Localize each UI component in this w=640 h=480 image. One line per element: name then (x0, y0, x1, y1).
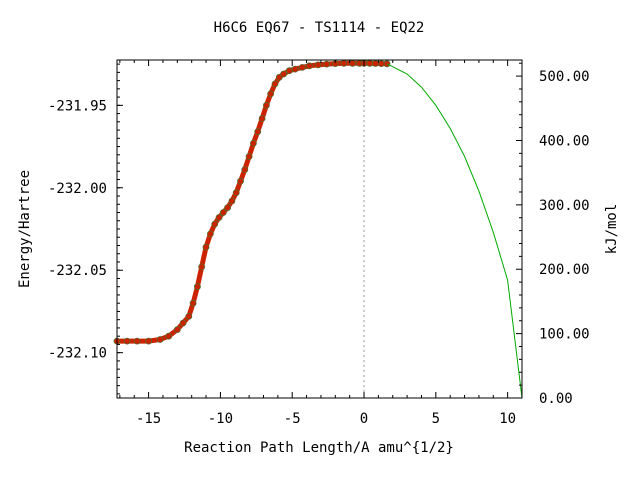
irc-trace (114, 60, 390, 344)
y-right-tick-label: 100.00 (539, 327, 590, 343)
chart-title: H6C6 EQ67 - TS1114 - EQ22 (214, 20, 425, 36)
y-left-tick-label: -232.05 (48, 263, 107, 279)
irc-point (193, 283, 201, 291)
irc-point (189, 299, 197, 307)
irc-point (215, 214, 223, 221)
x-tick-label: 5 (432, 411, 440, 427)
irc-point (224, 204, 232, 212)
irc-point (377, 60, 385, 67)
irc-point (285, 67, 293, 75)
irc-point (305, 62, 313, 70)
irc-point (366, 59, 374, 67)
x-axis-title: Reaction Path Length/A amu^{1/2} (184, 440, 454, 456)
x-tick-label: 10 (499, 411, 516, 427)
y-right-tick-label: 0.00 (539, 391, 573, 407)
y-right-tick-label: 200.00 (539, 262, 590, 278)
irc-point (262, 101, 270, 109)
irc-point (228, 197, 236, 205)
irc-point (185, 312, 193, 320)
irc-point (245, 153, 253, 160)
irc-point (133, 337, 141, 345)
x-tick-label: 0 (360, 411, 368, 427)
irc-point (198, 263, 206, 271)
y-axis-left-title: Energy/Hartree (17, 170, 33, 288)
irc-point (232, 189, 240, 197)
irc-point (280, 70, 288, 78)
irc-point (145, 337, 153, 345)
approx-curve-line (386, 63, 523, 399)
irc-point (340, 59, 348, 67)
irc-point (123, 337, 131, 345)
irc-point (323, 60, 331, 68)
x-tick-label: -5 (284, 411, 301, 427)
irc-point (211, 220, 219, 228)
x-tick-label: -15 (136, 411, 161, 427)
irc-point (372, 60, 379, 67)
irc-point (349, 59, 356, 67)
irc-point (156, 336, 164, 343)
irc-point (173, 326, 181, 334)
y-right-tick-label: 500.00 (539, 69, 590, 85)
y-left-tick-label: -232.00 (48, 181, 107, 197)
irc-point (237, 177, 244, 185)
irc-point (179, 319, 187, 327)
irc-point (249, 139, 257, 147)
irc-point (219, 209, 227, 216)
irc-point (271, 80, 279, 88)
irc-point (241, 166, 249, 174)
axes-group: -15 -10 -5 0 5 10 -231.95 -232.00 -232.05 -232.10… (48, 60, 590, 427)
y-right-tick-label: 400.00 (539, 133, 590, 149)
y-right-tick-label: 300.00 (539, 198, 590, 214)
x-tick-label: -10 (208, 411, 233, 427)
irc-point (267, 90, 275, 98)
plot-frame (116, 59, 523, 399)
y-left-tick-label: -231.95 (48, 98, 107, 114)
irc-point (165, 332, 173, 340)
irc-point (291, 65, 299, 73)
series-layer (113, 59, 523, 399)
y-axis-right-title: kJ/mol (604, 204, 620, 255)
irc-point (258, 115, 266, 122)
irc-point (298, 64, 306, 71)
y-left-tick-label: -232.10 (48, 346, 107, 362)
irc-point (254, 128, 262, 136)
irc-point (314, 61, 322, 69)
irc-point (202, 243, 210, 251)
irc-point (206, 230, 214, 238)
